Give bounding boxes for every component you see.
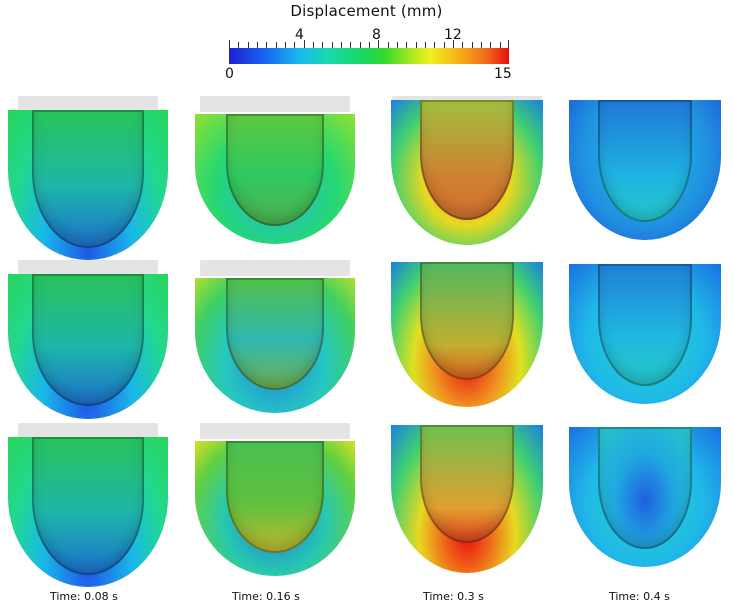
heart-model-r2c3 <box>382 260 552 430</box>
colorbar-tick-4: 4 <box>295 27 304 43</box>
colorbar-max-label: 15 <box>494 66 512 82</box>
colorbar-title: Displacement (mm) <box>290 2 443 20</box>
colorbar-tick-12: 12 <box>444 27 462 43</box>
colorbar-tick-8: 8 <box>372 27 381 43</box>
heart-model-r3c4 <box>560 423 730 593</box>
time-label-4: Time: 0.4 s <box>609 590 670 603</box>
heart-model-r1c4 <box>560 96 730 266</box>
heart-model-r1c2 <box>190 96 360 266</box>
colorbar-gradient <box>229 48 509 64</box>
time-label-2: Time: 0.16 s <box>232 590 300 603</box>
heart-model-r2c1 <box>3 260 173 430</box>
heart-model-r1c3 <box>382 96 552 266</box>
heart-model-r2c2 <box>190 260 360 430</box>
time-label-1: Time: 0.08 s <box>50 590 118 603</box>
heart-model-r3c3 <box>382 423 552 593</box>
heart-model-r1c1 <box>3 96 173 266</box>
heart-model-r3c2 <box>190 423 360 593</box>
heart-model-r2c4 <box>560 260 730 430</box>
colorbar-ticks <box>229 40 509 49</box>
colorbar-min-label: 0 <box>225 66 234 82</box>
time-label-3: Time: 0.3 s <box>423 590 484 603</box>
heart-model-r3c1 <box>3 423 173 593</box>
